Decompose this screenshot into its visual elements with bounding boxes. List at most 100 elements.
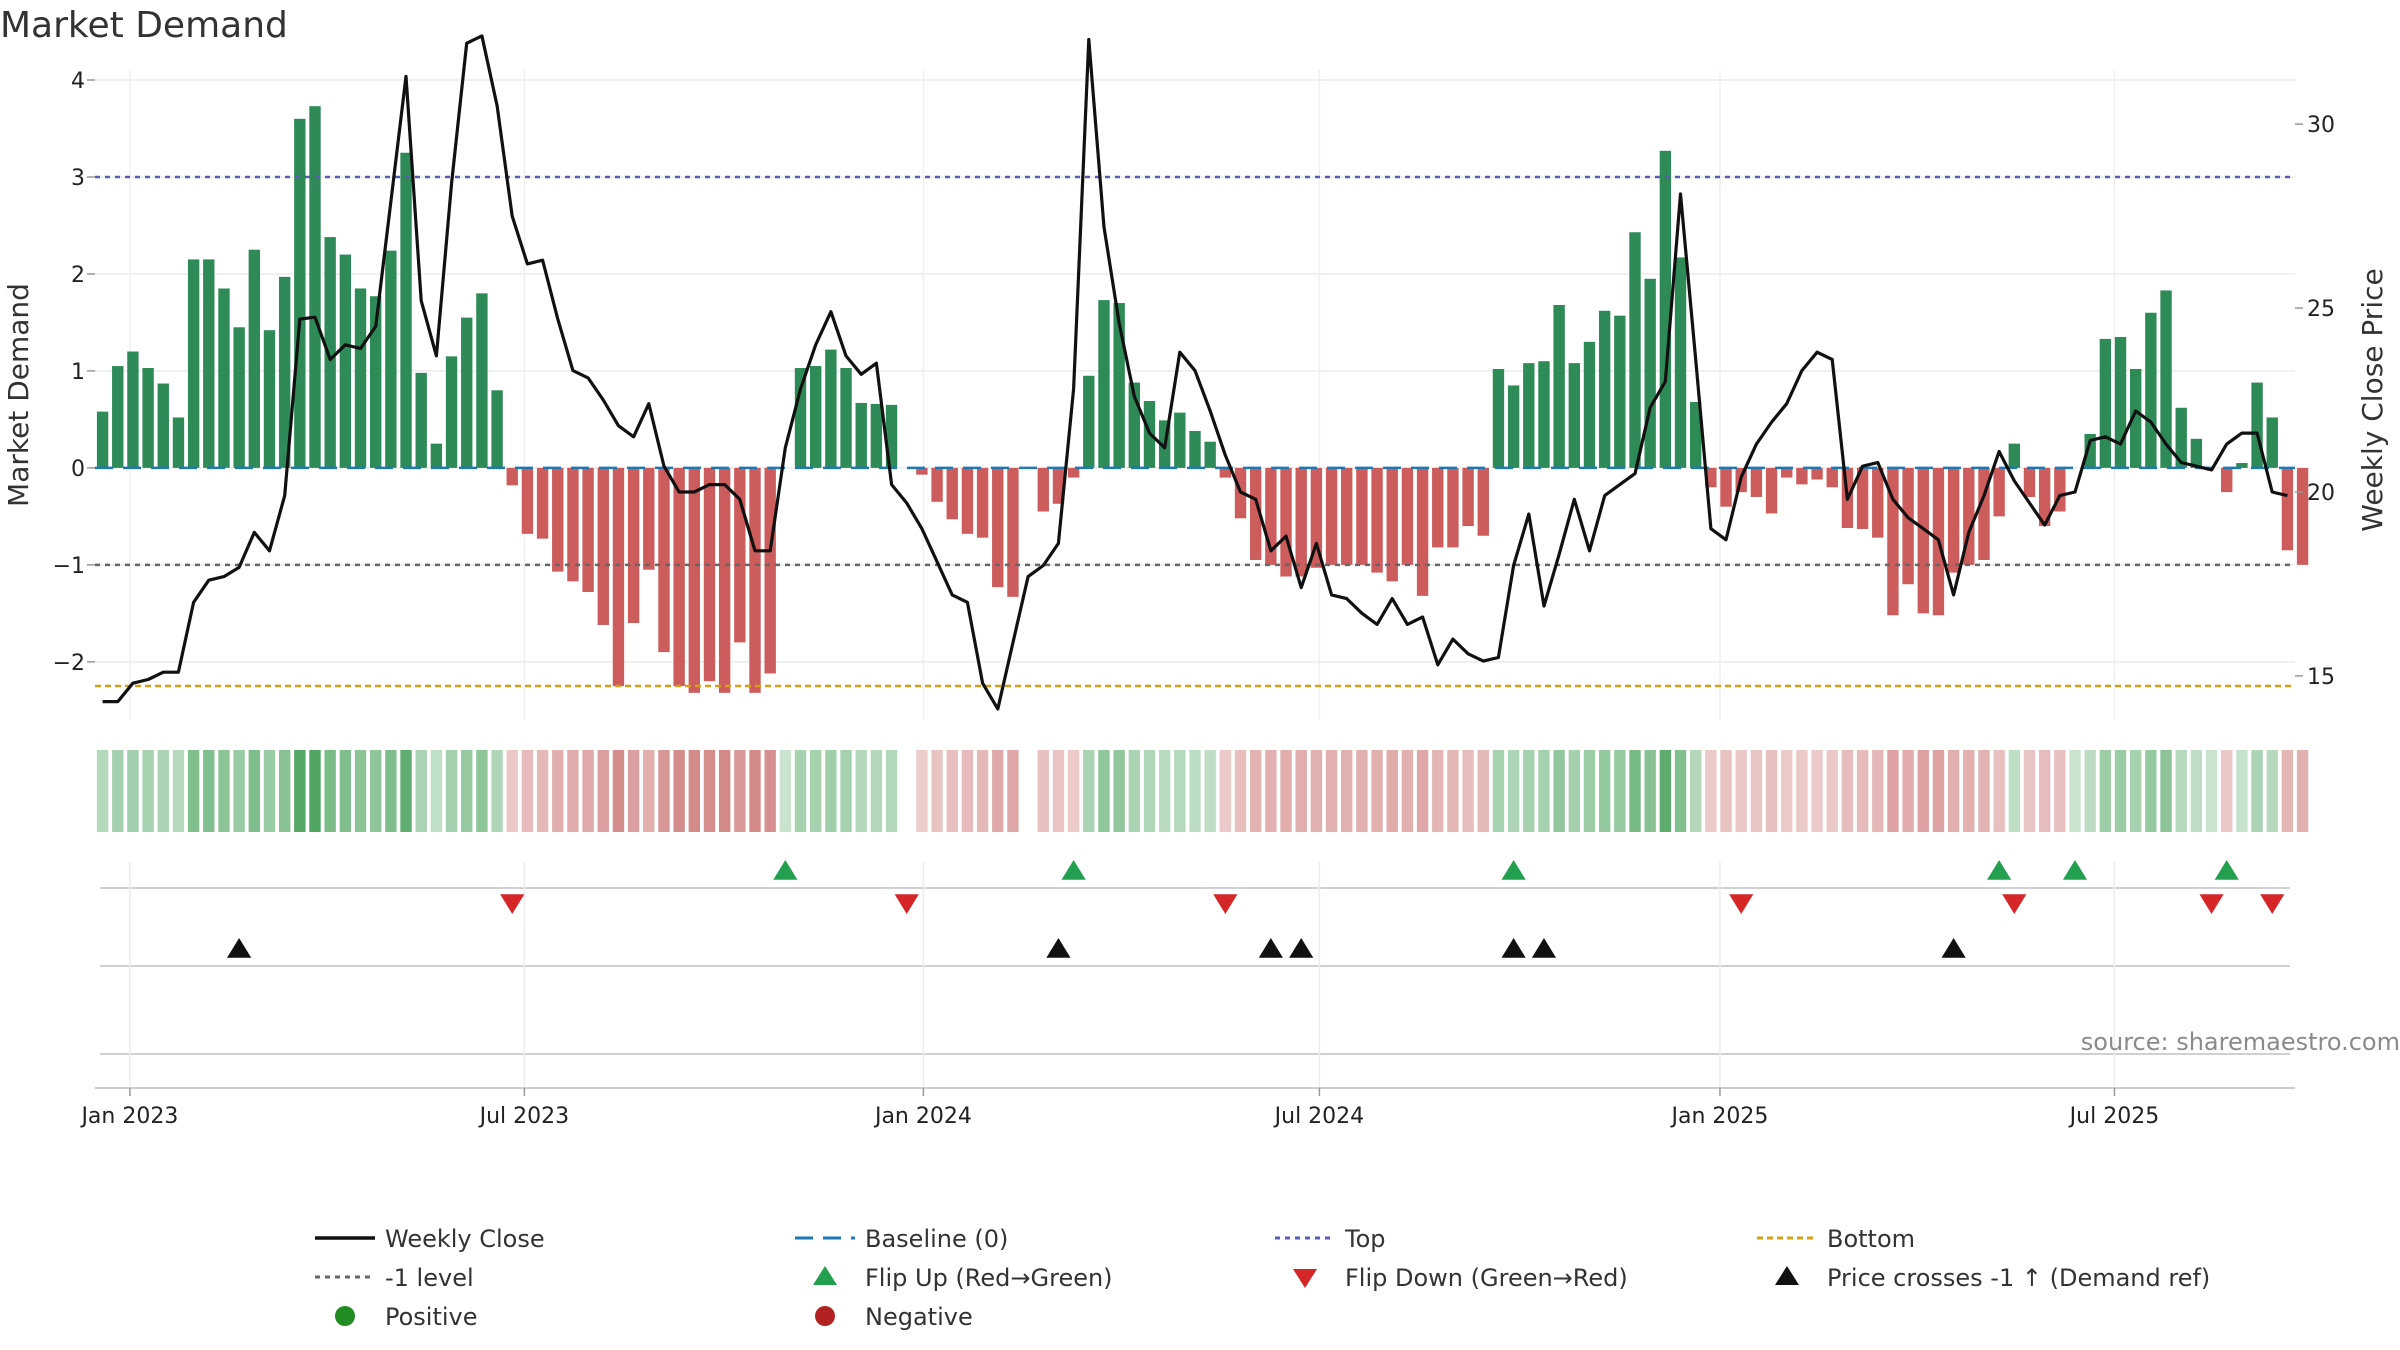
heat-cell bbox=[1341, 750, 1353, 832]
demand-bar bbox=[370, 296, 382, 468]
legend-label: Price crosses -1 ↑ (Demand ref) bbox=[1827, 1264, 2210, 1292]
demand-bar bbox=[764, 467, 776, 674]
demand-bar bbox=[1295, 467, 1307, 577]
legend-item: -1 level bbox=[315, 1264, 474, 1292]
heat-cell bbox=[521, 750, 534, 832]
flip-up-marker bbox=[773, 860, 798, 880]
demand-bar bbox=[203, 259, 215, 468]
demand-bar bbox=[612, 467, 625, 687]
heat-cell bbox=[263, 750, 276, 832]
flip-up-marker bbox=[1061, 860, 1086, 880]
demand-bar bbox=[1492, 368, 1505, 468]
demand-bar bbox=[734, 467, 746, 643]
demand-bar bbox=[248, 249, 260, 468]
demand-bar bbox=[643, 467, 655, 570]
heat-cell bbox=[1887, 750, 1899, 832]
legend-swatch-price-cross bbox=[1775, 1266, 1799, 1285]
legend-label: Negative bbox=[865, 1303, 973, 1331]
heat-cell bbox=[1705, 750, 1717, 832]
y-axis-title-left: Market Demand bbox=[2, 283, 35, 507]
demand-bar bbox=[1386, 467, 1398, 582]
chart-title: Market Demand bbox=[0, 5, 288, 46]
demand-bar bbox=[885, 404, 898, 468]
demand-bar bbox=[1583, 341, 1596, 468]
demand-bar bbox=[1128, 382, 1140, 468]
price-cross-marker bbox=[1289, 938, 1314, 958]
price-cross-marker bbox=[1258, 938, 1283, 958]
heat-cell bbox=[1325, 750, 1338, 832]
heat-cell bbox=[248, 750, 260, 832]
legend-label: Flip Down (Green→Red) bbox=[1345, 1264, 1628, 1292]
demand-bar bbox=[1629, 232, 1641, 468]
demand-bar bbox=[1947, 467, 1960, 573]
demand-bar bbox=[400, 152, 412, 468]
x-tick-label: Jul 2025 bbox=[2068, 1104, 2160, 1129]
demand-bar bbox=[218, 288, 230, 468]
demand-bars bbox=[96, 106, 2309, 693]
heat-cell bbox=[1781, 750, 1793, 832]
demand-bar bbox=[1993, 467, 2005, 517]
heat-cell bbox=[2221, 750, 2233, 832]
heat-cell bbox=[643, 750, 655, 832]
heat-cell bbox=[916, 750, 928, 832]
heat-cell bbox=[2130, 750, 2142, 832]
heat-cell bbox=[658, 750, 670, 832]
demand-bar bbox=[142, 368, 154, 468]
heat-cell bbox=[2281, 750, 2294, 832]
heat-cell bbox=[1932, 750, 1945, 832]
demand-bar bbox=[1037, 467, 1049, 512]
legend-item: Flip Down (Green→Red) bbox=[1293, 1264, 1628, 1292]
demand-bar bbox=[2130, 368, 2142, 468]
demand-bar bbox=[2160, 290, 2172, 468]
legend: Weekly Close Baseline (0) Top Bottom -1 leve… bbox=[315, 1225, 2210, 1331]
heat-cell bbox=[794, 750, 807, 832]
heat-cell bbox=[2190, 750, 2203, 832]
heat-cell bbox=[1598, 750, 1611, 832]
y-tick-label-left: 1 bbox=[71, 360, 85, 385]
demand-bar bbox=[2099, 338, 2112, 468]
demand-bar bbox=[718, 467, 731, 693]
demand-bar bbox=[855, 402, 867, 468]
heat-cell bbox=[1371, 750, 1383, 832]
heat-cell bbox=[1234, 750, 1247, 832]
demand-bar bbox=[112, 366, 124, 468]
demand-bar bbox=[1189, 431, 1201, 468]
demand-bar bbox=[749, 467, 761, 693]
heat-cell bbox=[1841, 750, 1854, 832]
demand-bar bbox=[688, 467, 700, 693]
demand-bar bbox=[157, 383, 169, 468]
heat-cell bbox=[734, 750, 746, 832]
heat-cell bbox=[127, 750, 139, 832]
x-tick-label: Jan 2024 bbox=[873, 1104, 972, 1129]
y-tick-label-left: 3 bbox=[71, 166, 85, 191]
demand-bar bbox=[1250, 467, 1262, 560]
legend-swatch-positive bbox=[335, 1306, 355, 1326]
demand-bar bbox=[1325, 467, 1338, 565]
demand-bar bbox=[461, 317, 473, 468]
demand-bar bbox=[1690, 401, 1702, 468]
legend-label: Flip Up (Red→Green) bbox=[865, 1264, 1113, 1292]
heat-cell bbox=[1265, 750, 1277, 832]
demand-bar bbox=[1447, 467, 1459, 548]
demand-bar bbox=[354, 288, 367, 468]
heat-cell bbox=[1037, 750, 1049, 832]
demand-bar bbox=[2145, 312, 2157, 468]
heat-cell bbox=[2114, 750, 2127, 832]
heat-cell bbox=[1432, 750, 1444, 832]
demand-bar bbox=[1902, 467, 1914, 585]
demand-bar bbox=[309, 106, 321, 468]
demand-bar bbox=[2023, 467, 2036, 497]
demand-bar bbox=[1341, 467, 1353, 565]
heat-cell bbox=[1280, 750, 1292, 832]
flip-up-marker bbox=[2062, 860, 2088, 880]
demand-bar bbox=[2114, 336, 2127, 468]
heat-cell bbox=[627, 750, 640, 832]
legend-label: -1 level bbox=[385, 1264, 474, 1292]
demand-bar bbox=[1416, 467, 1429, 596]
y-axis-title-right: Weekly Close Price bbox=[2356, 268, 2389, 531]
demand-bar bbox=[278, 276, 291, 468]
heat-cell bbox=[2008, 750, 2020, 832]
demand-bar bbox=[1204, 441, 1216, 468]
y-tick-label-left: −2 bbox=[53, 651, 85, 676]
